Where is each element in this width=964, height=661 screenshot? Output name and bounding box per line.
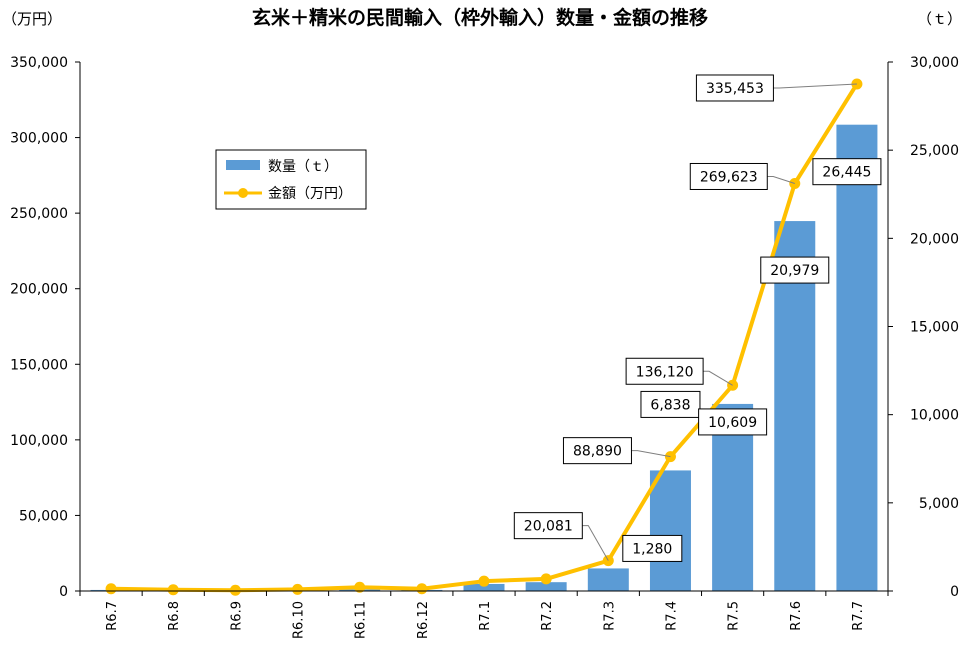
data-label-amount-R7.3: 20,081	[513, 512, 609, 561]
bar-series	[90, 124, 878, 592]
data-label-quantity-R7.6: 20,979	[760, 256, 830, 284]
x-tick-label: R7.7	[851, 601, 866, 631]
data-label-box	[625, 357, 704, 385]
amount-point-R6.7	[105, 583, 117, 595]
data-label-quantity-R7.7: 26,445	[812, 158, 882, 186]
data-label-box	[760, 256, 830, 284]
amount-point-R6.11	[354, 581, 366, 593]
data-label-box	[689, 162, 768, 190]
x-tick-label: R7.6	[789, 601, 804, 631]
x-tick-label: R6.12	[416, 601, 431, 639]
data-label-text: 1,280	[632, 541, 672, 557]
x-tick-label: R7.1	[478, 601, 493, 631]
right-tick-label: 15,000	[910, 320, 959, 336]
data-label-amount-R7.5: 136,120	[625, 357, 733, 386]
legend: 数量（ｔ） 金額（万円）	[215, 149, 367, 210]
left-tick-label: 150,000	[10, 357, 68, 373]
bar-R7.2	[525, 582, 567, 591]
x-tick-label: R6.8	[167, 601, 182, 631]
x-tick-label: R6.9	[229, 601, 244, 631]
data-label-quantity-R7.5: 10,609	[698, 408, 768, 436]
bar-R7.1	[463, 583, 505, 591]
data-label-text: 20,081	[524, 519, 573, 535]
leader-line	[631, 450, 671, 458]
legend-swatch-amount-marker	[238, 188, 248, 198]
leader-line	[773, 83, 857, 89]
data-label-box	[562, 437, 632, 465]
x-tick-label: R6.11	[354, 601, 369, 639]
data-label-text: 6,838	[650, 397, 690, 413]
data-label-box	[622, 534, 683, 562]
data-label-quantity-R7.3: 1,280	[622, 534, 683, 562]
amount-point-R6.12	[416, 583, 428, 595]
data-label-box	[640, 390, 701, 418]
left-tick-label: 100,000	[10, 433, 68, 449]
amount-point-R7.1	[478, 575, 490, 587]
x-tick-label: R7.3	[602, 601, 617, 631]
x-tick-label: R7.4	[664, 601, 679, 631]
bar-R7.3	[587, 568, 629, 591]
left-tick-label: 50,000	[19, 508, 68, 524]
data-label-amount-R7.4: 88,890	[562, 437, 671, 465]
left-tick-label: 200,000	[10, 282, 68, 298]
data-label-box	[812, 158, 882, 186]
left-tick-label: 250,000	[10, 206, 68, 222]
data-label-text: 20,979	[770, 263, 819, 279]
left-tick-label: 300,000	[10, 131, 68, 147]
legend-label-amount: 金額（万円）	[268, 186, 352, 202]
data-label-quantity-R7.4: 6,838	[640, 390, 701, 418]
data-label-text: 335,453	[706, 81, 764, 97]
right-tick-label: 20,000	[910, 231, 959, 247]
x-tick-label: R7.5	[727, 601, 742, 631]
data-label-amount-R7.7: 335,453	[695, 74, 857, 102]
data-label-text: 88,890	[573, 444, 622, 460]
bar-R7.7	[836, 124, 878, 592]
data-label-box	[695, 74, 774, 102]
right-tick-label: 30,000	[910, 55, 959, 71]
right-tick-label: 25,000	[910, 143, 959, 159]
data-label-amount-R7.6: 269,623	[689, 162, 795, 190]
axes: 0 50,000 100,000 150,000 200,000 250,000 300,0…	[10, 55, 959, 639]
legend-box	[215, 149, 367, 210]
x-tick-label: R7.2	[540, 601, 555, 631]
bar-R7.4	[649, 470, 691, 591]
right-tick-label: 0	[950, 584, 959, 600]
x-tick-label: R6.10	[292, 601, 307, 639]
right-tick-label: 5,000	[919, 496, 959, 512]
legend-swatch-quantity	[226, 160, 260, 170]
amount-point-R7.2	[540, 573, 552, 585]
amount-point-R6.10	[292, 583, 304, 595]
chart-title: 玄米＋精米の民間輸入（枠外輸入）数量・金額の推移	[252, 6, 708, 29]
left-tick-label: 350,000	[10, 55, 68, 71]
right-tick-label: 10,000	[910, 408, 959, 424]
leader-line	[767, 175, 795, 184]
right-axis-unit: （ｔ）	[917, 10, 962, 28]
amount-point-R6.9	[229, 584, 241, 596]
data-label-text: 136,120	[636, 364, 694, 380]
data-label-box	[698, 408, 768, 436]
leader-line	[582, 525, 609, 561]
left-axis-unit: （万円）	[2, 10, 62, 28]
data-label-box	[513, 512, 583, 540]
amount-point-R6.8	[167, 584, 179, 596]
legend-label-quantity: 数量（ｔ）	[268, 159, 338, 175]
data-label-text: 26,445	[822, 165, 871, 181]
left-tick-label: 0	[59, 584, 68, 600]
data-label-text: 269,623	[700, 169, 758, 185]
x-tick-label: R6.7	[105, 601, 120, 631]
leader-line	[703, 370, 733, 386]
data-labels: 1,280 6,838 10,609 20,979 26,445 20,081 88,890…	[513, 74, 882, 562]
data-label-text: 10,609	[708, 415, 757, 431]
